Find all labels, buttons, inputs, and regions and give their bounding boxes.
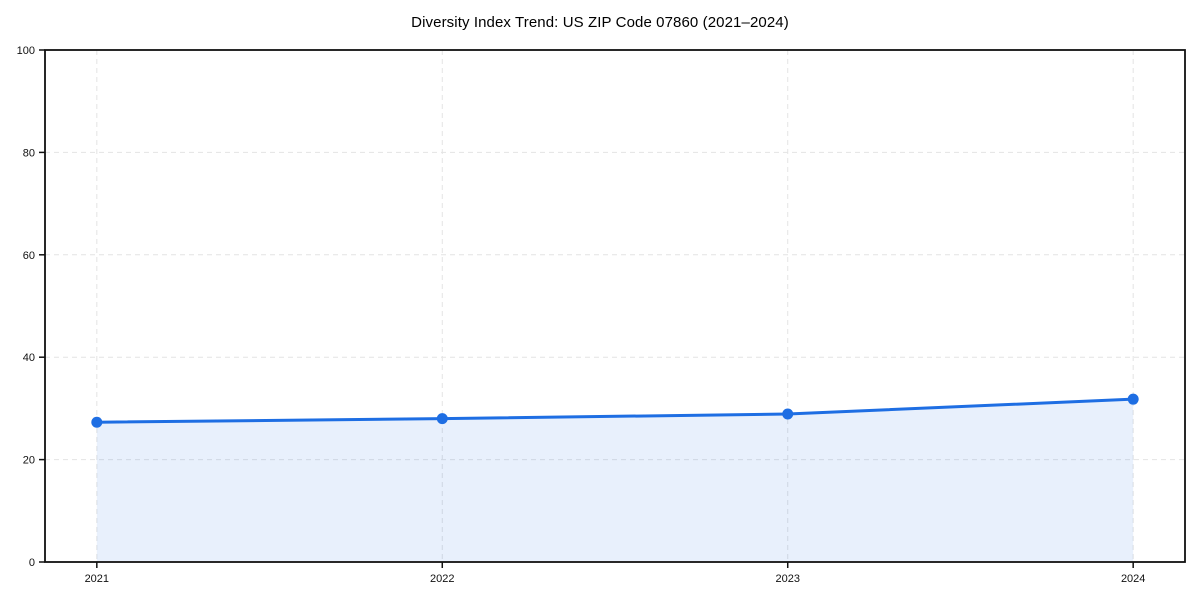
x-tick-label: 2024 — [1121, 573, 1145, 585]
chart-title: Diversity Index Trend: US ZIP Code 07860… — [411, 14, 789, 31]
area-fill — [96, 399, 1134, 561]
y-tick-label: 40 — [23, 352, 35, 364]
data-point-marker — [91, 416, 103, 428]
y-tick-label: 100 — [17, 45, 35, 57]
y-tick-label: 60 — [23, 250, 35, 262]
x-tick-label: 2021 — [85, 573, 109, 585]
data-point-marker — [782, 408, 794, 420]
y-tick-label: 0 — [29, 557, 35, 569]
y-tick-label: 20 — [23, 455, 35, 467]
data-point-marker — [1127, 393, 1139, 405]
x-tick-label: 2022 — [430, 573, 454, 585]
x-tick-label: 2023 — [775, 573, 799, 585]
y-tick-label: 80 — [23, 147, 35, 159]
trend-line — [95, 397, 1135, 424]
data-point-marker — [436, 413, 448, 425]
plot-border — [44, 49, 1186, 563]
